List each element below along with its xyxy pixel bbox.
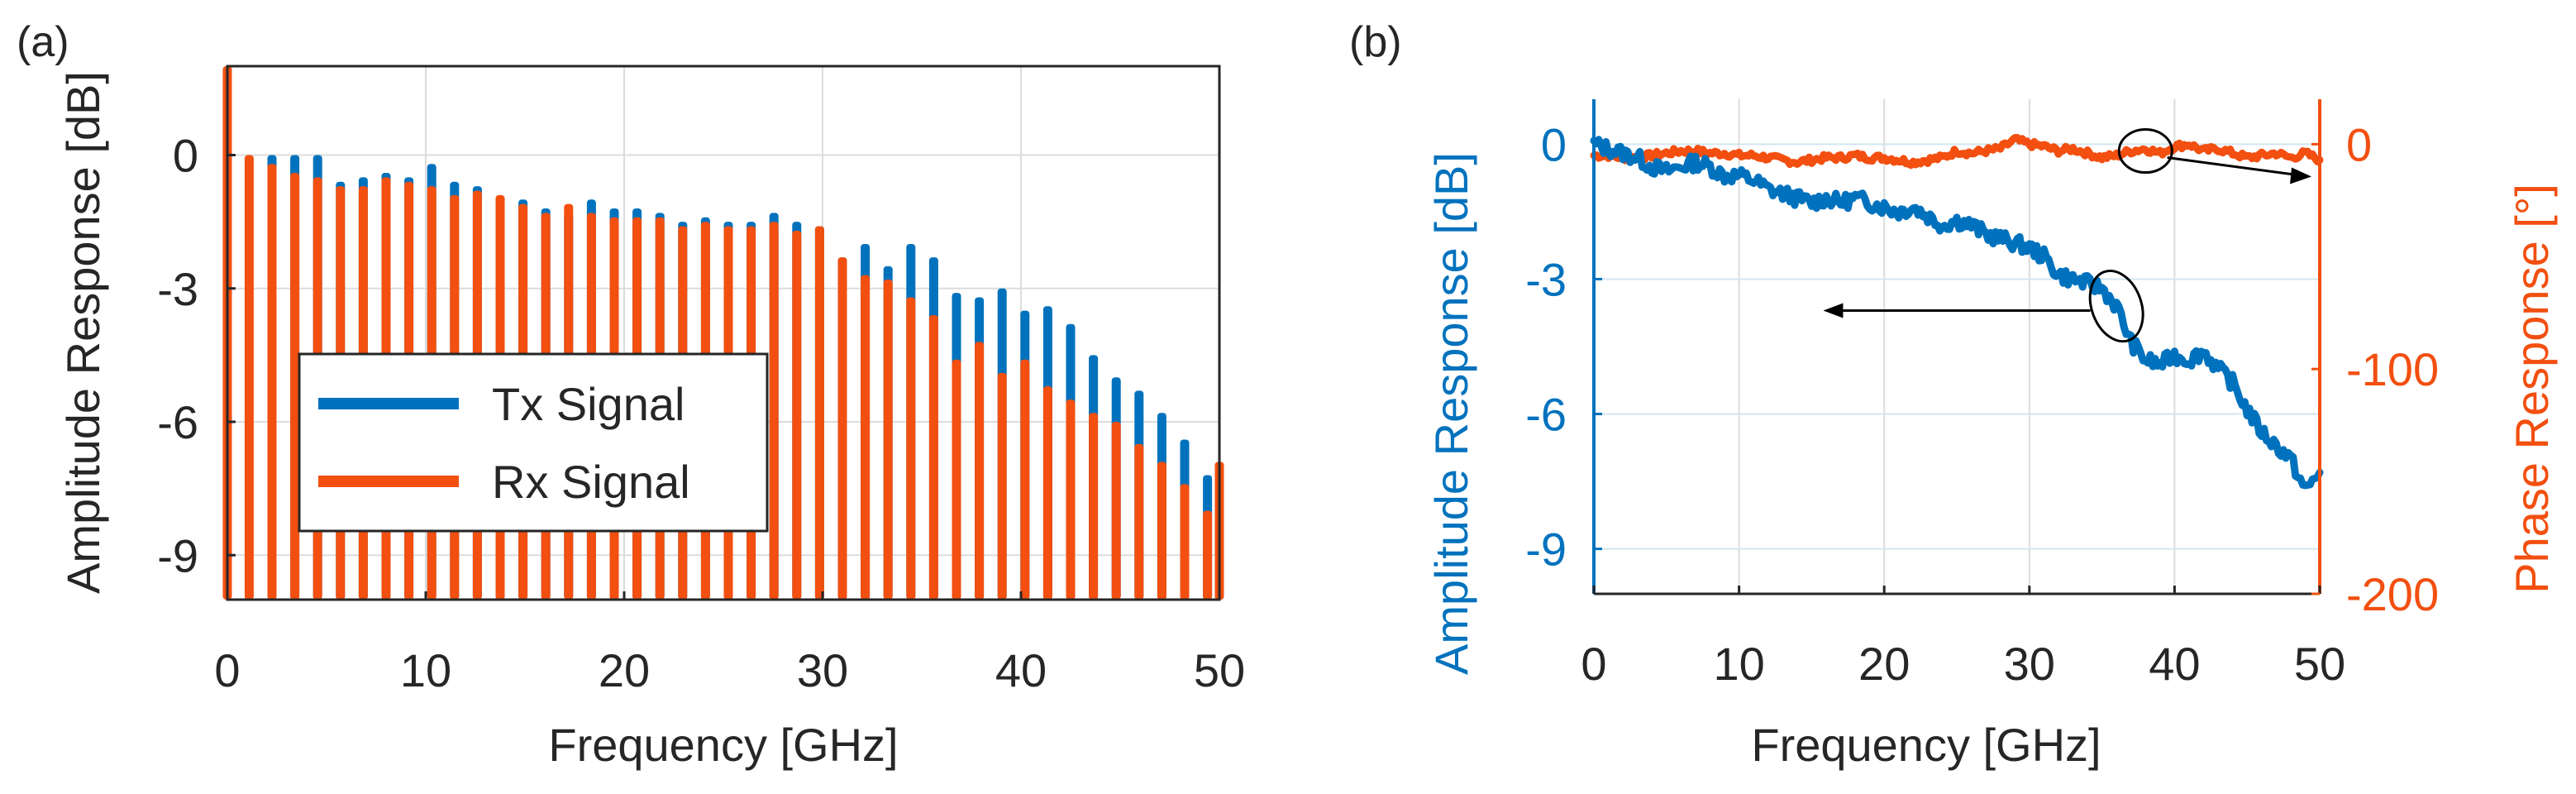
panel-b-left-y-ticks: 0 -3 -6 -9 — [1525, 118, 1602, 576]
panel-a-y-axis-label: Amplitude Response [dB] — [57, 71, 109, 594]
panel-b-axes-box — [1594, 99, 2320, 594]
x-tick-label: 30 — [797, 644, 848, 696]
amplitude-annotation-ellipse — [2088, 269, 2144, 343]
rx-bar — [1066, 399, 1076, 600]
x-tick-label: 10 — [400, 644, 451, 696]
panel-a: (a) 0 10 20 30 40 50 0-3-6-9 Frequency [GHz] … — [17, 18, 1245, 771]
rx-bar — [1134, 443, 1144, 600]
x-tick-label: 30 — [2004, 638, 2055, 690]
y-tick-label: 0 — [173, 130, 198, 182]
rx-bar — [1203, 510, 1213, 600]
rx-bar — [1042, 386, 1052, 600]
panel-b-x-ticks: 0 10 20 30 40 50 — [1581, 586, 2345, 690]
rx-bar — [906, 297, 916, 600]
left-y-tick-label: -9 — [1525, 524, 1567, 576]
panel-b-annotations — [1823, 128, 2311, 343]
rx-bar — [1157, 462, 1166, 600]
x-tick-label: 40 — [2149, 638, 2200, 690]
rx-bar — [1089, 413, 1099, 600]
rx-bar — [1180, 484, 1190, 600]
x-tick-label: 50 — [2294, 638, 2345, 690]
panel-a-x-axis-label: Frequency [GHz] — [548, 719, 898, 771]
panel-a-y-ticks: 0 -3 -6 -9 — [157, 130, 236, 581]
rx-bar — [267, 164, 277, 600]
right-y-tick-label: -100 — [2346, 343, 2439, 395]
panel-b-right-axis-label: Phase Response [°] — [2506, 184, 2558, 594]
left-y-tick-label: -6 — [1525, 389, 1567, 441]
left-y-tick-label: 0 — [1541, 118, 1567, 170]
rx-bar — [1020, 359, 1030, 600]
panel-b-x-axis-label: Frequency [GHz] — [1751, 719, 2101, 771]
rx-bar — [975, 342, 985, 600]
panel-a-legend: Tx Signal Rx Signal — [298, 352, 769, 533]
panel-b-left-axis-label: Amplitude Response [dB] — [1425, 152, 1477, 675]
panel-a-label: (a) — [17, 18, 69, 66]
legend-tx-label: Tx Signal — [492, 378, 685, 430]
rx-bar — [928, 315, 938, 600]
amplitude-annotation-arrowhead — [1823, 303, 1844, 318]
rx-bar — [792, 230, 802, 600]
legend-box — [298, 352, 769, 533]
x-tick-label: 40 — [995, 644, 1047, 696]
rx-bar — [244, 155, 254, 600]
panel-b: (b) 0 10 20 30 40 50 0 -3 -6 -9 0 -100 -200 Freque… — [1349, 18, 2558, 771]
x-tick-label: 20 — [1858, 638, 1910, 690]
left-y-tick-label: -3 — [1525, 253, 1567, 305]
y-tick-label: -6 — [157, 396, 198, 448]
rx-bar — [997, 372, 1007, 600]
rx-bar — [837, 257, 847, 600]
y-tick-label: -3 — [157, 263, 198, 315]
right-y-tick-label: -200 — [2346, 568, 2439, 620]
panel-a-x-ticks: 0 10 20 30 40 50 — [214, 591, 1245, 696]
rx-bar — [883, 280, 893, 600]
phase-annotation-ellipse — [2117, 128, 2173, 175]
panel-b-label: (b) — [1349, 18, 1402, 66]
right-y-tick-label: 0 — [2346, 118, 2372, 170]
x-tick-label: 0 — [1581, 638, 1606, 690]
rx-bar — [290, 173, 300, 600]
legend-rx-label: Rx Signal — [492, 456, 690, 508]
x-tick-label: 50 — [1194, 644, 1245, 696]
y-tick-label: -9 — [157, 529, 198, 581]
amplitude-response-line — [1590, 136, 2324, 490]
phase-annotation-arrow — [2167, 156, 2304, 178]
panel-b-grid — [1594, 99, 2320, 594]
phase-annotation-arrowhead — [2290, 167, 2311, 184]
rx-bar — [861, 275, 871, 600]
panel-b-lines — [1590, 134, 2324, 490]
x-tick-label: 10 — [1713, 638, 1764, 690]
x-tick-label: 0 — [214, 644, 240, 696]
panel-b-right-y-ticks: 0 -100 -200 — [2311, 118, 2439, 620]
rx-bar — [952, 359, 961, 600]
panel-a-axes-frame — [226, 65, 1221, 601]
phase-response-line — [1590, 134, 2324, 170]
rx-bar — [814, 226, 824, 600]
rx-bar — [769, 222, 779, 600]
rx-bar — [1111, 422, 1121, 600]
x-tick-label: 20 — [599, 644, 650, 696]
